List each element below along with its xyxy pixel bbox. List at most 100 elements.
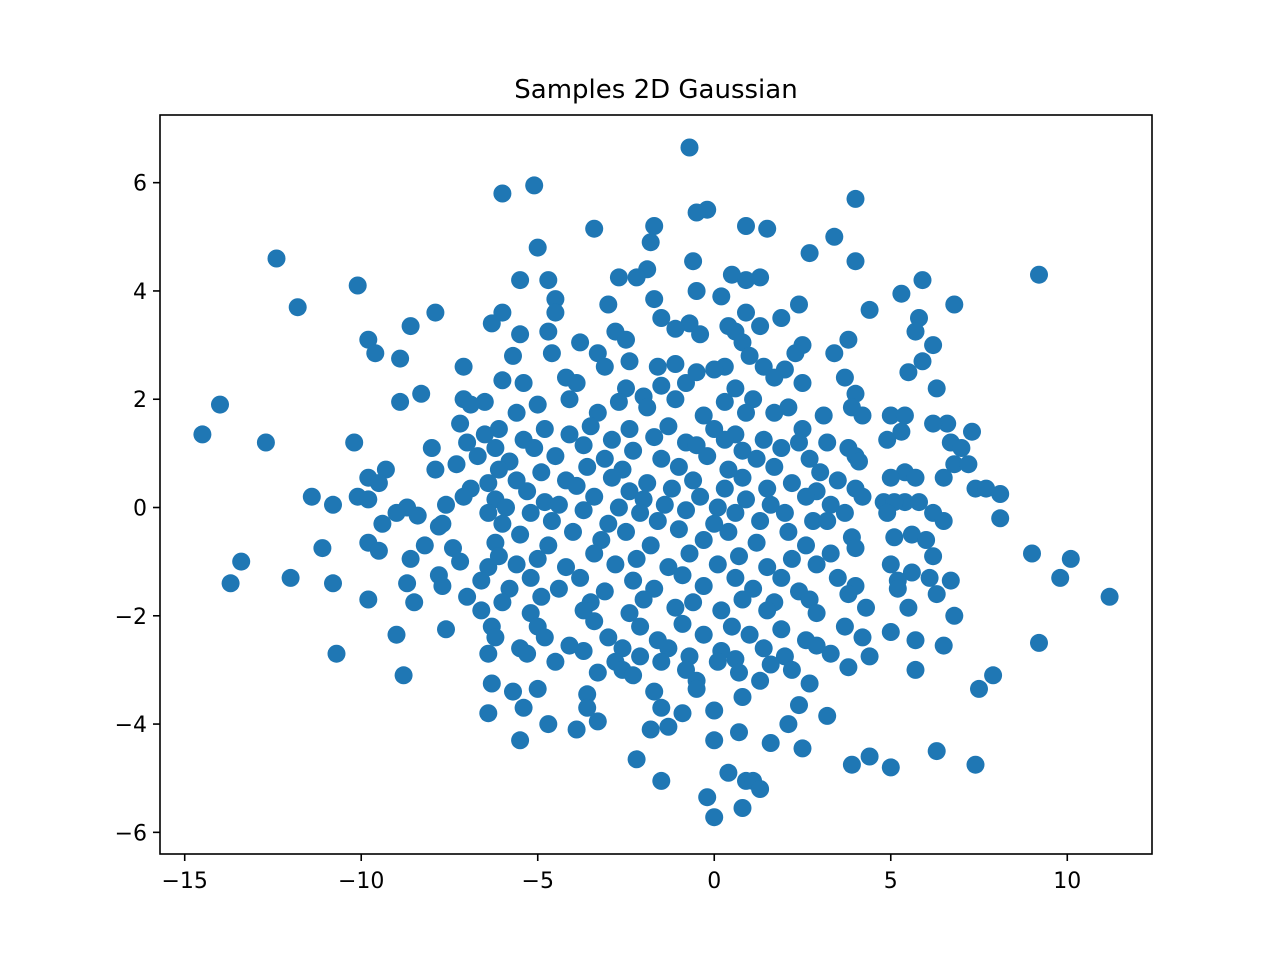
scatter-point xyxy=(486,533,505,552)
scatter-point xyxy=(782,660,801,679)
scatter-point xyxy=(645,290,664,309)
scatter-point xyxy=(719,763,738,782)
scatter-point xyxy=(885,528,904,547)
scatter-point xyxy=(927,742,946,761)
scatter-point xyxy=(666,390,685,409)
scatter-point xyxy=(542,344,561,363)
scatter-point xyxy=(828,471,847,490)
scatter-point xyxy=(715,479,734,498)
scatter-point xyxy=(571,333,590,352)
y-tick-label: 6 xyxy=(133,172,147,197)
scatter-point xyxy=(924,336,943,355)
scatter-point xyxy=(730,663,748,682)
scatter-point xyxy=(451,552,470,571)
scatter-point xyxy=(447,455,466,474)
scatter-point xyxy=(479,558,498,577)
scatter-point xyxy=(267,249,286,268)
scatter-point xyxy=(518,644,537,663)
scatter-point xyxy=(758,219,777,238)
scatter-point xyxy=(595,449,614,468)
scatter-point xyxy=(313,539,332,558)
points-layer xyxy=(193,138,1119,827)
scatter-point xyxy=(359,590,378,609)
scatter-point xyxy=(835,503,854,522)
scatter-point xyxy=(659,417,678,436)
scatter-point xyxy=(592,531,611,549)
scatter-point xyxy=(712,601,731,620)
scatter-point xyxy=(669,457,688,476)
scatter-point xyxy=(585,487,604,506)
scatter-point xyxy=(479,503,498,522)
scatter-point xyxy=(645,682,664,701)
scatter-point xyxy=(232,552,251,571)
scatter-point xyxy=(906,631,925,650)
scatter-point xyxy=(560,390,579,409)
scatter-point xyxy=(708,498,727,517)
scatter-point xyxy=(574,501,593,520)
scatter-point xyxy=(765,457,784,476)
x-tick-label: 0 xyxy=(707,869,721,894)
scatter-point xyxy=(715,392,734,411)
scatter-point xyxy=(627,268,646,287)
scatter-point xyxy=(1100,587,1119,606)
scatter-point xyxy=(620,604,639,623)
scatter-point xyxy=(839,658,858,677)
scatter-point xyxy=(376,460,395,479)
y-axis: −6 −4 −2 0 2 4 6 xyxy=(115,172,160,846)
scatter-point xyxy=(800,674,819,693)
scatter-point xyxy=(504,346,522,365)
scatter-point xyxy=(924,547,943,566)
scatter-point xyxy=(800,449,819,468)
scatter-point xyxy=(560,425,579,444)
scatter-point xyxy=(574,436,593,455)
scatter-point xyxy=(433,577,452,595)
scatter-point xyxy=(535,420,554,438)
scatter-point xyxy=(737,271,755,290)
scatter-point xyxy=(800,244,819,263)
x-tick-label: 5 xyxy=(884,869,898,894)
scatter-point xyxy=(910,309,928,327)
scatter-point xyxy=(730,723,748,742)
scatter-point xyxy=(881,555,900,574)
scatter-point xyxy=(793,420,812,438)
scatter-point xyxy=(807,636,826,655)
scatter-point xyxy=(638,474,657,493)
scatter-point xyxy=(511,731,530,750)
scatter-point xyxy=(892,284,911,303)
scatter-point xyxy=(705,808,724,827)
scatter-point xyxy=(507,555,526,574)
scatter-point xyxy=(715,430,734,449)
scatter-point xyxy=(652,771,671,790)
scatter-point xyxy=(694,625,713,644)
scatter-point xyxy=(624,441,643,460)
scatter-point xyxy=(461,395,480,414)
scatter-point xyxy=(624,571,643,590)
scatter-point xyxy=(835,368,854,387)
scatter-point xyxy=(426,303,445,322)
scatter-point xyxy=(740,346,759,365)
scatter-point xyxy=(528,238,547,257)
scatter-point xyxy=(853,628,872,647)
scatter-point xyxy=(687,203,706,222)
scatter-point xyxy=(627,549,646,568)
scatter-point xyxy=(684,593,703,612)
scatter-point xyxy=(807,555,826,574)
scatter-point xyxy=(479,644,498,663)
scatter-point xyxy=(846,539,865,558)
scatter-point xyxy=(458,587,477,606)
scatter-point xyxy=(391,349,410,368)
scatter-point xyxy=(927,379,946,398)
scatter-point xyxy=(984,666,1003,685)
scatter-point xyxy=(775,647,794,666)
scatter-point xyxy=(821,544,840,563)
scatter-point xyxy=(595,357,614,376)
scatter-point xyxy=(1023,544,1041,563)
scatter-point xyxy=(641,233,660,252)
scatter-point xyxy=(807,604,826,623)
scatter-point xyxy=(913,352,932,371)
scatter-point xyxy=(458,433,477,452)
scatter-point xyxy=(726,379,745,398)
scatter-point xyxy=(857,598,875,617)
scatter-point xyxy=(761,734,780,752)
